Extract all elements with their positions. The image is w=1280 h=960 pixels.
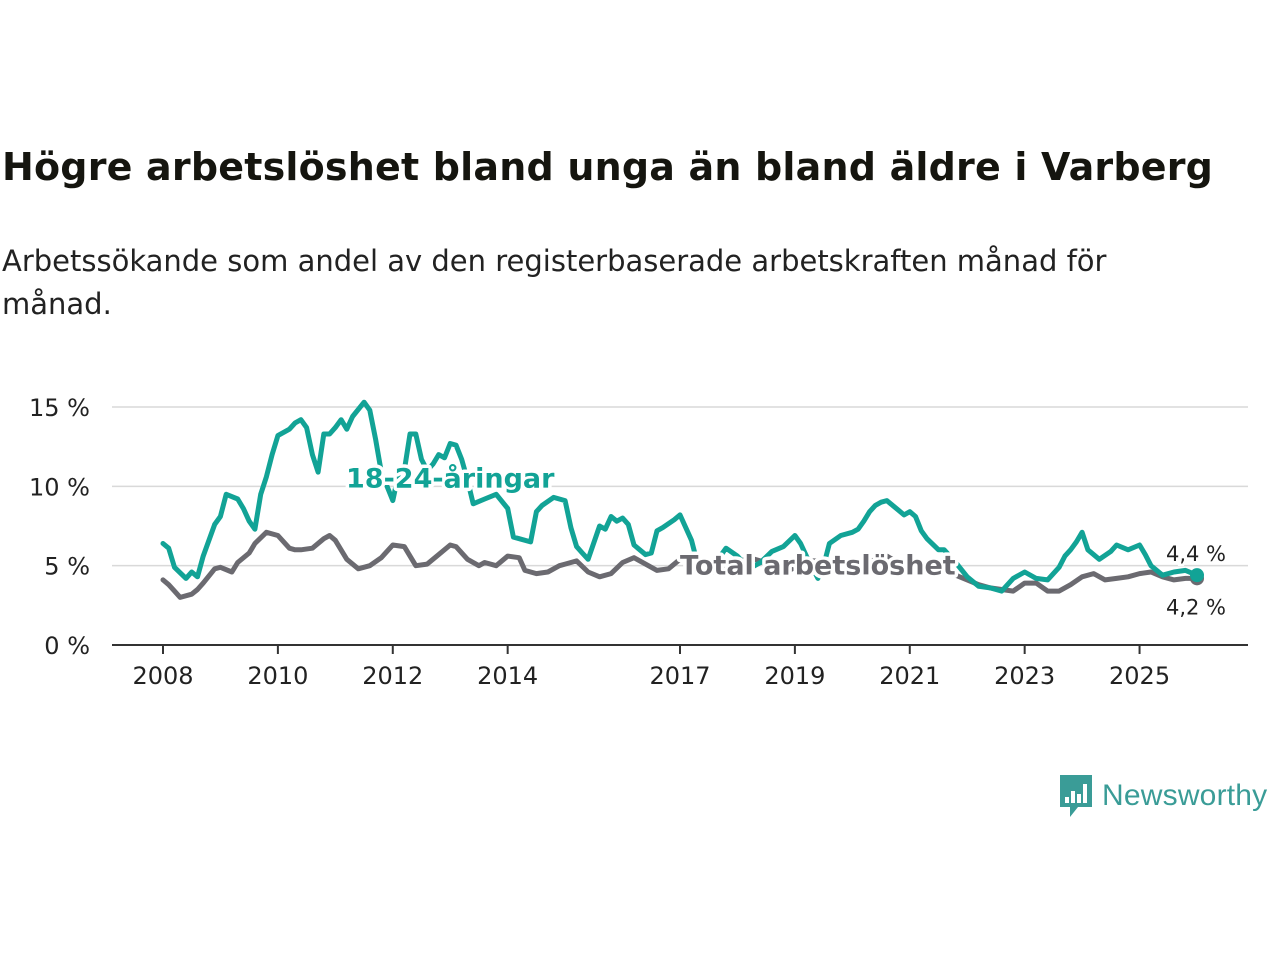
y-tick-label: 0 %	[44, 632, 90, 660]
x-tick-label: 2012	[362, 662, 423, 690]
series-lines	[160, 399, 1204, 600]
annotation-youth: 18-24-åringar	[346, 462, 555, 494]
brand-logo: Newsworthy	[1058, 772, 1267, 820]
x-tick-label: 2019	[764, 662, 825, 690]
series-end-point	[1190, 568, 1204, 583]
x-tick-label: 2010	[247, 662, 308, 690]
chart-title: Högre arbetslöshet bland unga än bland ä…	[2, 145, 1214, 189]
y-tick-label: 10 %	[29, 473, 90, 501]
x-axis: 2008 2010 2012 2014 2017 2019 2021 2023 2025	[112, 644, 1248, 690]
newsworthy-logo-icon	[1060, 775, 1092, 817]
chart-subtitle: Arbetssökande som andel av den registerb…	[2, 244, 1107, 321]
end-label-youth: 4,4 %	[1166, 542, 1226, 566]
series-line-total	[160, 529, 1200, 600]
series-line-youth	[160, 399, 1200, 594]
x-tick-label: 2017	[649, 662, 710, 690]
x-tick-label: 2025	[1109, 662, 1170, 690]
end-label-total: 4,2 %	[1166, 595, 1226, 619]
series-labels: 18-24-åringar Total arbetslöshet 4,4 % 4,2 …	[343, 459, 1229, 622]
brand-name: Newsworthy	[1102, 779, 1268, 812]
x-tick-label: 2014	[477, 662, 538, 690]
y-axis-ticks: 0 % 5 % 10 % 15 %	[29, 394, 90, 660]
x-tick-label: 2021	[879, 662, 940, 690]
x-tick-label: 2023	[994, 662, 1055, 690]
x-tick-label: 2008	[132, 662, 193, 690]
y-tick-label: 15 %	[29, 394, 90, 422]
annotation-total: Total arbetslöshet	[680, 551, 956, 582]
y-tick-label: 5 %	[44, 553, 90, 581]
